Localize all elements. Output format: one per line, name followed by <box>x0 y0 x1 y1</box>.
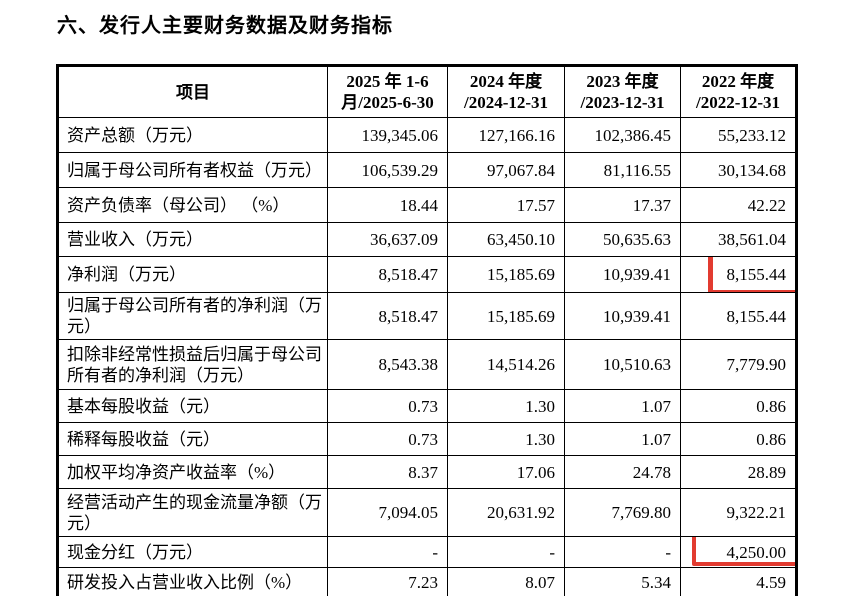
value-cell: 17.37 <box>564 187 681 223</box>
value-cell: 0.73 <box>327 389 448 423</box>
value-cell: 8.07 <box>447 567 565 596</box>
period-line2: 月/2025-6-30 <box>341 93 434 112</box>
value-cell: 8.37 <box>327 455 448 489</box>
value-cell: 10,510.63 <box>564 339 681 390</box>
value-cell: 15,185.69 <box>447 292 565 340</box>
period-line2: /2023-12-31 <box>580 93 665 112</box>
row-label: 营业收入（万元） <box>57 222 328 257</box>
period-line1: 2025 年 1-6 <box>346 72 429 91</box>
row-label: 经营活动产生的现金流量净额（万元） <box>57 488 328 537</box>
financial-data-table: 项目 2025 年 1-6 月/2025-6-30 2024 年度 /2024-… <box>56 64 798 596</box>
value-cell: 63,450.10 <box>447 222 565 257</box>
value-cell: 42.22 <box>680 187 797 223</box>
value-cell: 102,386.45 <box>564 117 681 153</box>
value-cell: 1.30 <box>447 422 565 456</box>
row-label: 现金分红（万元） <box>57 536 328 568</box>
column-header-2025: 2025 年 1-6 月/2025-6-30 <box>327 65 448 118</box>
value-cell: 14,514.26 <box>447 339 565 390</box>
value-cell: 7.23 <box>327 567 448 596</box>
value-cell: 30,134.68 <box>680 152 797 188</box>
value-cell: 97,067.84 <box>447 152 565 188</box>
table-row-basic-eps: 基本每股收益（元） 0.73 1.30 1.07 0.86 <box>57 389 797 423</box>
header-row: 项目 2025 年 1-6 月/2025-6-30 2024 年度 /2024-… <box>57 65 797 118</box>
row-label: 加权平均净资产收益率（%） <box>57 455 328 489</box>
row-label: 稀释每股收益（元） <box>57 422 328 456</box>
value-cell: 38,561.04 <box>680 222 797 257</box>
value-cell: 81,116.55 <box>564 152 681 188</box>
table-row-total-assets: 资产总额（万元） 139,345.06 127,166.16 102,386.4… <box>57 117 797 153</box>
value-cell: 0.73 <box>327 422 448 456</box>
value-cell: 127,166.16 <box>447 117 565 153</box>
value-cell: 10,939.41 <box>564 292 681 340</box>
period-line2: /2022-12-31 <box>695 93 781 112</box>
value-cell: 9,322.21 <box>680 488 797 537</box>
row-label: 研发投入占营业收入比例（%） <box>57 567 328 596</box>
row-label: 归属于母公司所有者的净利润（万元） <box>57 292 328 340</box>
period-line1: 2024 年度 <box>469 72 543 91</box>
value-cell: - <box>564 536 681 568</box>
value-cell: 8,155.44 <box>680 292 797 340</box>
value-cell: 8,518.47 <box>327 256 448 293</box>
period-line1: 2023 年度 <box>586 72 659 91</box>
table-row-rd-revenue-ratio: 研发投入占营业收入比例（%） 7.23 8.07 5.34 4.59 <box>57 567 797 596</box>
value-cell: 1.30 <box>447 389 565 423</box>
row-label: 资产总额（万元） <box>57 117 328 153</box>
column-header-2022: 2022 年度 /2022-12-31 <box>680 65 797 118</box>
value-cell: 139,345.06 <box>327 117 448 153</box>
value-cell: 24.78 <box>564 455 681 489</box>
value-cell: 10,939.41 <box>564 256 681 293</box>
value-cell: 106,539.29 <box>327 152 448 188</box>
period-line1: 2022 年度 <box>701 72 775 91</box>
table-row-cash-dividend: 现金分红（万元） - - - 4,250.00 <box>57 536 797 568</box>
value-cell: - <box>327 536 448 568</box>
value-cell: 55,233.12 <box>680 117 797 153</box>
value-cell: 5.34 <box>564 567 681 596</box>
value-cell: 36,637.09 <box>327 222 448 257</box>
row-label: 资产负债率（母公司） （%） <box>57 187 328 223</box>
column-header-item: 项目 <box>57 65 328 118</box>
table-row-operating-revenue: 营业收入（万元） 36,637.09 63,450.10 50,635.63 3… <box>57 222 797 257</box>
table-row-net-profit-excl-nonrecurring: 扣除非经常性损益后归属于母公司所有者的净利润（万元） 8,543.38 14,5… <box>57 339 797 390</box>
value-cell: 7,094.05 <box>327 488 448 537</box>
value-cell: 15,185.69 <box>447 256 565 293</box>
value-cell: 17.06 <box>447 455 565 489</box>
value-cell: 18.44 <box>327 187 448 223</box>
value-cell: 20,631.92 <box>447 488 565 537</box>
value-cell: 8,155.44 <box>680 256 797 293</box>
row-label: 扣除非经常性损益后归属于母公司所有者的净利润（万元） <box>57 339 328 390</box>
value-cell: 4.59 <box>680 567 797 596</box>
value-cell: 0.86 <box>680 422 797 456</box>
value-text: 4,250.00 <box>726 542 787 562</box>
value-cell: 28.89 <box>680 455 797 489</box>
value-cell: 1.07 <box>564 422 681 456</box>
row-label: 归属于母公司所有者权益（万元） <box>57 152 328 188</box>
value-text: 8,155.44 <box>726 265 787 284</box>
period-line2: /2024-12-31 <box>463 93 549 112</box>
value-cell: 0.86 <box>680 389 797 423</box>
table-row-debt-ratio: 资产负债率（母公司） （%） 18.44 17.57 17.37 42.22 <box>57 187 797 223</box>
table-row-weighted-roe: 加权平均净资产收益率（%） 8.37 17.06 24.78 28.89 <box>57 455 797 489</box>
value-cell: 7,779.90 <box>680 339 797 390</box>
value-cell: 50,635.63 <box>564 222 681 257</box>
column-header-2024: 2024 年度 /2024-12-31 <box>447 65 565 118</box>
value-cell: - <box>447 536 565 568</box>
row-label: 净利润（万元） <box>57 256 328 293</box>
value-cell: 17.57 <box>447 187 565 223</box>
table-row-parent-equity: 归属于母公司所有者权益（万元） 106,539.29 97,067.84 81,… <box>57 152 797 188</box>
section-title: 六、发行人主要财务数据及财务指标 <box>57 15 393 37</box>
value-cell: 8,518.47 <box>327 292 448 340</box>
table-row-diluted-eps: 稀释每股收益（元） 0.73 1.30 1.07 0.86 <box>57 422 797 456</box>
value-cell: 4,250.00 <box>680 536 797 568</box>
column-header-2023: 2023 年度 /2023-12-31 <box>564 65 681 118</box>
value-cell: 7,769.80 <box>564 488 681 537</box>
row-label: 基本每股收益（元） <box>57 389 328 423</box>
value-cell: 8,543.38 <box>327 339 448 390</box>
value-cell: 1.07 <box>564 389 681 423</box>
table-row-net-profit: 净利润（万元） 8,518.47 15,185.69 10,939.41 8,1… <box>57 256 797 293</box>
table-row-parent-net-profit: 归属于母公司所有者的净利润（万元） 8,518.47 15,185.69 10,… <box>57 292 797 340</box>
table-row-operating-cash-flow: 经营活动产生的现金流量净额（万元） 7,094.05 20,631.92 7,7… <box>57 488 797 537</box>
